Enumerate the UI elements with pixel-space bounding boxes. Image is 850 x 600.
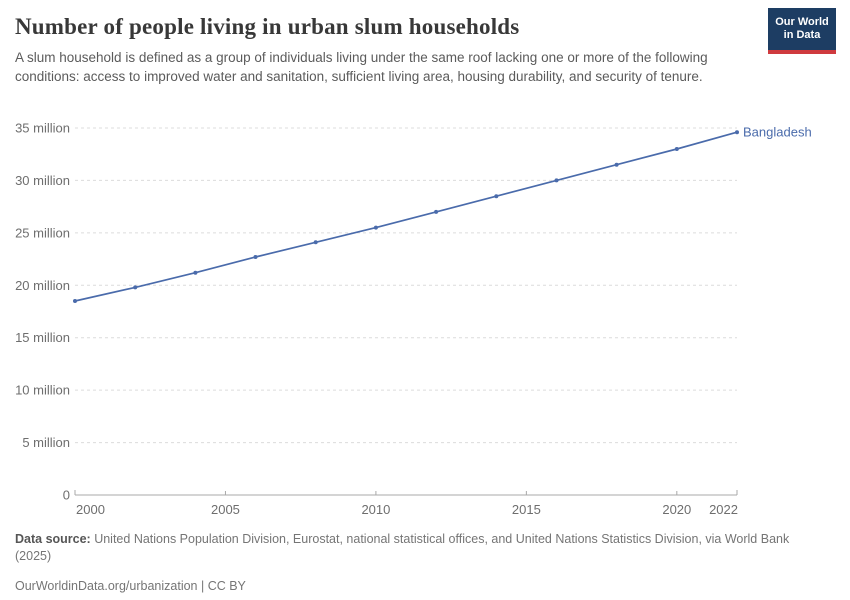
line-series-bangladesh[interactable] [74, 131, 738, 302]
line-chart-canvas: 0 5 million 10 million 15 million 20 million… [15, 121, 812, 518]
x-axis-tick-label: 2010 [361, 502, 390, 517]
data-source-label: Data source: [15, 532, 91, 546]
owid-logo-line2: in Data [783, 29, 821, 41]
citation-link[interactable]: OurWorldinData.org/urbanization | CC BY [15, 579, 246, 593]
y-axis-tick-label: 25 million [15, 225, 70, 240]
y-axis-tick-label: 5 million [22, 435, 70, 450]
x-axis-tick-label: 2022 [709, 502, 738, 517]
x-axis-tick-label: 2000 [76, 502, 105, 517]
data-point-marker[interactable] [193, 270, 198, 275]
chart-header: Number of people living in urban slum ho… [15, 14, 835, 86]
data-point-marker[interactable] [253, 255, 258, 259]
data-point-marker[interactable] [313, 240, 318, 245]
y-axis-tick-label: 35 million [15, 121, 70, 136]
y-axis-tick-label: 30 million [15, 173, 70, 188]
data-point-marker[interactable] [674, 147, 679, 151]
chart-subtitle: A slum household is defined as a group o… [15, 50, 708, 84]
data-source-note: Data source: United Nations Population D… [15, 531, 837, 565]
owid-logo-line1: Our World [775, 16, 829, 28]
data-point-marker[interactable] [494, 194, 499, 199]
owid-logo: Our World in Data [768, 8, 836, 54]
data-point-marker[interactable] [735, 130, 739, 135]
series-label-bangladesh: Bangladesh [743, 125, 812, 140]
data-point-marker[interactable] [554, 178, 559, 183]
y-axis-tick-label: 10 million [15, 383, 70, 398]
data-point-marker[interactable] [434, 209, 439, 214]
data-source-text: United Nations Population Division, Euro… [90, 532, 790, 546]
data-source-year: (2025) [15, 549, 52, 563]
owid-logo-text: Our World in Data [775, 16, 829, 42]
x-axis-tick-label: 2005 [211, 502, 240, 517]
data-point-marker[interactable] [133, 285, 138, 290]
x-axis-tick-label: 2020 [662, 502, 691, 517]
data-point-marker[interactable] [73, 299, 77, 303]
y-axis-tick-label: 15 million [15, 330, 70, 345]
data-point-marker[interactable] [614, 162, 619, 167]
data-point-marker[interactable] [373, 225, 378, 230]
x-axis-tick-label: 2015 [512, 502, 541, 517]
y-axis-tick-label: 20 million [15, 278, 70, 293]
chart-footer: Data source: United Nations Population D… [15, 531, 837, 595]
chart-title: Number of people living in urban slum ho… [15, 14, 520, 39]
y-axis-tick-label: 0 [63, 488, 70, 503]
